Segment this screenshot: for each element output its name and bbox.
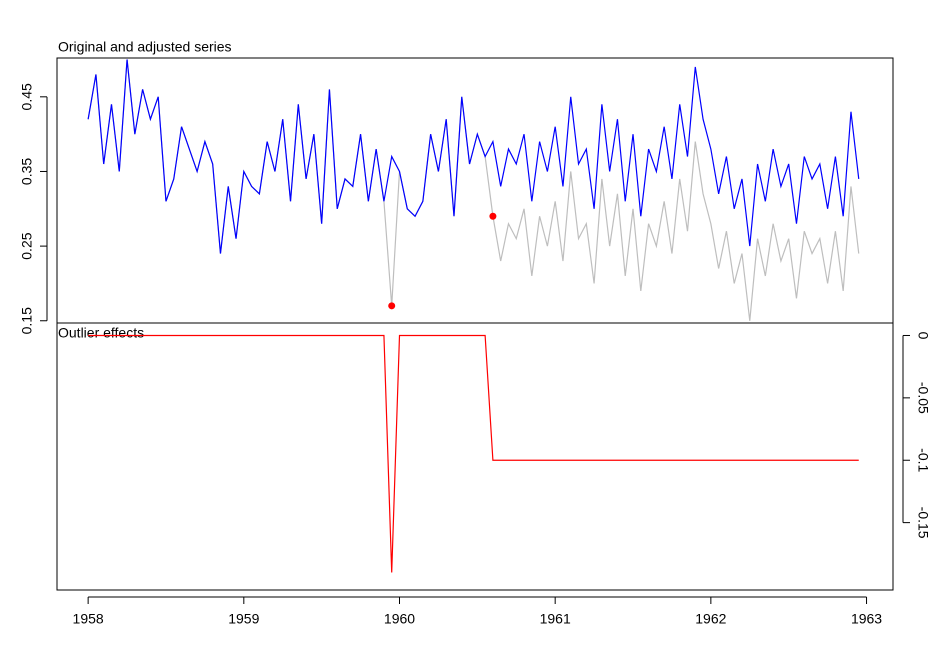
- series-line: [87, 59, 860, 254]
- plot-frame: [56, 57, 894, 324]
- y-tick-label: 0.45: [19, 83, 35, 110]
- y-tick-label: 0: [915, 332, 931, 340]
- x-tick-label: 1963: [851, 611, 882, 627]
- outlier-point: [489, 212, 497, 220]
- panel-title: Outlier effects: [58, 325, 144, 341]
- plot-frame: [56, 322, 894, 591]
- x-tick-label: 1958: [73, 611, 104, 627]
- y-tick-label: -0.05: [915, 382, 931, 414]
- series-line: [88, 334, 859, 573]
- x-tick-label: 1962: [695, 611, 726, 627]
- outlier-point: [388, 302, 396, 310]
- y-tick-label: 0.35: [19, 158, 35, 185]
- y-tick-label: -0.15: [915, 507, 931, 539]
- x-tick-label: 1959: [228, 611, 259, 627]
- x-tick-label: 1960: [384, 611, 415, 627]
- panel-title: Original and adjusted series: [58, 39, 232, 55]
- x-tick-label: 1961: [540, 611, 571, 627]
- y-tick-label: 0.15: [19, 307, 35, 334]
- y-tick-label: -0.1: [915, 448, 931, 472]
- y-tick-label: 0.25: [19, 232, 35, 259]
